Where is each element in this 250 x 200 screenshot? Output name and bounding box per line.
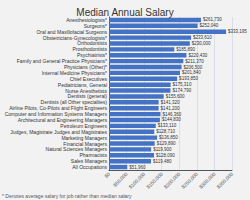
svg-text:Prosthodontists: Prosthodontists [72,46,107,53]
svg-text:Internal Medicine Physicians*: Internal Medicine Physicians* [41,69,107,76]
svg-text:$193,850: $193,850 [179,76,198,81]
svg-text:$333,195: $333,195 [228,29,247,34]
svg-text:Nurse Anesthetists: Nurse Anesthetists [65,87,107,94]
svg-text:$144,830: $144,830 [162,117,181,122]
svg-text:$129,890: $129,890 [157,141,176,146]
svg-text:$201,840: $201,840 [182,70,201,75]
svg-text:$220,430: $220,430 [188,53,207,58]
svg-text:$230,000: $230,000 [192,41,211,46]
svg-text:Financial Managers: Financial Managers [63,140,107,147]
svg-text:$150,000: $150,000 [145,171,164,190]
svg-text:$136,850: $136,850 [159,135,178,140]
svg-text:Petroleum Engineers: Petroleum Engineers [60,122,107,129]
svg-text:* Denotes average salary for j: * Denotes average salary for job rather … [2,193,132,199]
svg-text:$141,320: $141,320 [161,100,180,105]
svg-text:$233,610: $233,610 [193,35,212,40]
svg-text:Median Annual Salary: Median Annual Salary [76,7,173,18]
svg-text:$175,310: $175,310 [173,82,192,87]
svg-text:Pediatricians, General: Pediatricians, General [57,81,107,88]
svg-text:$155,600: $155,600 [166,94,185,99]
svg-text:$261,730: $261,730 [203,17,222,22]
svg-text:$128,090: $128,090 [156,153,175,158]
svg-text:Architectural and Engineering: Architectural and Engineering Managers [17,117,107,123]
svg-text:Natural Sciences Managers: Natural Sciences Managers [45,146,107,153]
svg-text:$119,900: $119,900 [153,147,172,152]
svg-text:$0: $0 [103,171,111,179]
svg-text:Chief Executives: Chief Executives [69,75,107,82]
svg-text:Oral and Maxillofacial Surgeon: Oral and Maxillofacial Surgeons [36,28,107,35]
svg-text:Anesthesiologists*: Anesthesiologists* [66,16,107,23]
svg-text:$206,500: $206,500 [184,65,203,70]
svg-text:Orthodontists: Orthodontists [77,40,107,47]
svg-text:$51,960: $51,960 [129,165,146,170]
svg-text:Physicians (Other)*: Physicians (Other)* [63,64,107,70]
svg-text:Computer and Information Syste: Computer and Information Systems Manager… [4,111,107,118]
svg-text:Sales Managers: Sales Managers [70,158,107,165]
svg-text:Obstetricians-Gynecologists*: Obstetricians-Gynecologists* [42,34,107,41]
svg-text:$174,790: $174,790 [172,88,191,93]
svg-text:$185,890: $185,890 [176,47,195,52]
svg-text:Psychiatrists*: Psychiatrists* [77,52,107,59]
svg-text:$350,000: $350,000 [215,171,234,190]
svg-text:All Occupations: All Occupations [72,164,107,170]
svg-text:$100,000: $100,000 [127,171,146,190]
svg-text:$200,000: $200,000 [162,171,181,190]
svg-text:$141,200: $141,200 [161,106,180,111]
svg-text:$133,110: $133,110 [158,123,177,128]
svg-text:$211,370: $211,370 [185,59,204,64]
svg-text:Airline Pilots, Co-Pilots and: Airline Pilots, Co-Pilots and Flight Eng… [9,105,107,112]
svg-text:$119,480: $119,480 [153,159,172,164]
svg-text:Family and General Practice Ph: Family and General Practice Physicians* [16,58,107,65]
svg-text:$146,360: $146,360 [162,112,181,117]
svg-text:Marketing Managers: Marketing Managers [61,134,107,141]
svg-text:Dentists (all Other specialtie: Dentists (all Other specialties) [40,99,107,106]
svg-text:$250,000: $250,000 [180,171,199,190]
svg-text:$252,040: $252,040 [200,23,219,28]
svg-text:Surgeons*: Surgeons* [83,22,107,29]
svg-text:$128,710: $128,710 [156,129,175,134]
svg-text:$300,000: $300,000 [198,171,217,190]
svg-text:$50,000: $50,000 [111,170,129,188]
svg-text:Pharmacists: Pharmacists [79,152,107,159]
svg-text:Judges, Magistrate Judges and: Judges, Magistrate Judges and Magistrate… [10,128,107,135]
svg-text:Dentists (general): Dentists (general) [67,93,107,100]
